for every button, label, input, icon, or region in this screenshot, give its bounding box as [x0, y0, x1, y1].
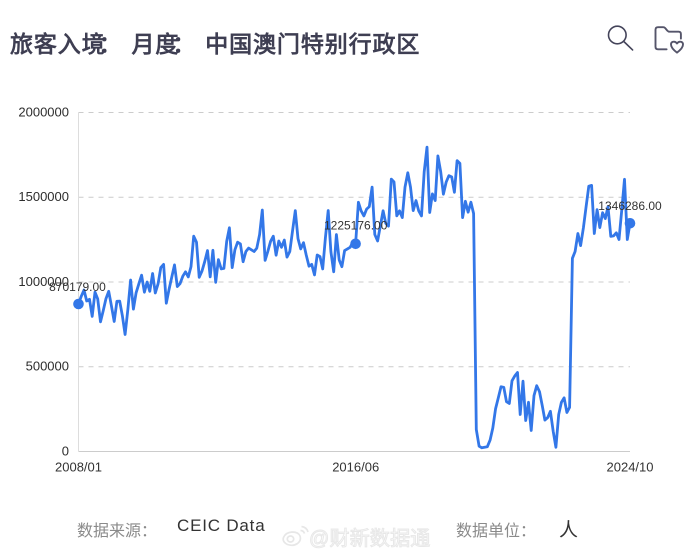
svg-text:1346286.00: 1346286.00	[598, 199, 662, 213]
svg-text:500000: 500000	[26, 359, 69, 374]
svg-text:1500000: 1500000	[18, 189, 69, 204]
svg-text:2008/01: 2008/01	[55, 460, 102, 475]
svg-text:0: 0	[62, 443, 69, 458]
svg-text:2016/06: 2016/06	[332, 460, 379, 475]
svg-text:1225176.00: 1225176.00	[324, 219, 388, 233]
svg-text:870179.00: 870179.00	[49, 280, 106, 294]
svg-text:2000000: 2000000	[18, 104, 69, 119]
svg-text:1000000: 1000000	[18, 274, 69, 289]
svg-text:2024/10: 2024/10	[607, 460, 654, 475]
